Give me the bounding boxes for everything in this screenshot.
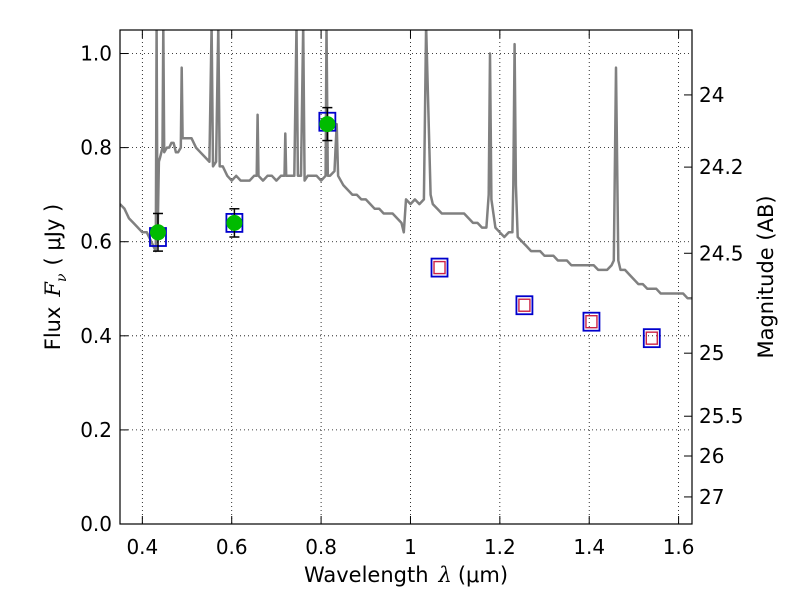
- y2-tick-label: 25.5: [699, 404, 744, 428]
- y2-tick-label: 27: [699, 485, 724, 509]
- y-tick-label: 0.8: [80, 136, 112, 160]
- y-tick-label: 0.4: [80, 324, 112, 348]
- y2-axis-label: Magnitude (AB): [754, 195, 778, 358]
- observed-point: [319, 116, 336, 133]
- observed-point: [149, 224, 166, 241]
- y-tick-label: 1.0: [80, 42, 112, 66]
- x-tick-label: 0.6: [216, 535, 248, 559]
- y2-tick-label: 25: [699, 341, 724, 365]
- y2-tick-label: 26: [699, 444, 724, 468]
- predicted-square: [585, 314, 598, 329]
- spectrum-line: [120, 30, 692, 300]
- x-axis-label: Wavelength λ (μm): [304, 563, 508, 587]
- model-band-square: [515, 295, 534, 316]
- x-tick-label: 0.8: [305, 535, 337, 559]
- x-tick-label: 1.6: [663, 535, 695, 559]
- y2-tick-label: 24.5: [699, 241, 744, 265]
- model-band-square: [582, 311, 601, 332]
- predicted-square: [645, 331, 658, 345]
- observed-point: [226, 214, 243, 231]
- markers: [149, 106, 661, 349]
- predicted-square: [518, 298, 531, 312]
- y-axis-label: FluxFν( μJy ): [41, 204, 70, 350]
- x-tick-label: 1.2: [484, 535, 516, 559]
- y-tick-label: 0.6: [80, 230, 112, 254]
- model-band-square: [430, 257, 449, 278]
- predicted-square: [433, 260, 446, 275]
- y2-tick-label: 24.2: [699, 155, 744, 179]
- x-tick-label: 0.4: [126, 535, 158, 559]
- labels: 0.4 0.6 0.8 1 1.2 1.4 1.6 0.0 0.2 0.4 0.6 0.8 1.0 24 2…: [80, 42, 743, 559]
- grid: [120, 30, 692, 525]
- y-tick-label: 0.2: [80, 418, 112, 442]
- model-band-square: [642, 328, 661, 349]
- x-tick-label: 1.4: [573, 535, 605, 559]
- x-tick-label: 1: [404, 535, 417, 559]
- plot-frame: [119, 29, 693, 525]
- y-tick-label: 0.0: [80, 512, 112, 536]
- y2-tick-label: 24: [699, 83, 724, 107]
- ticks: [120, 30, 692, 525]
